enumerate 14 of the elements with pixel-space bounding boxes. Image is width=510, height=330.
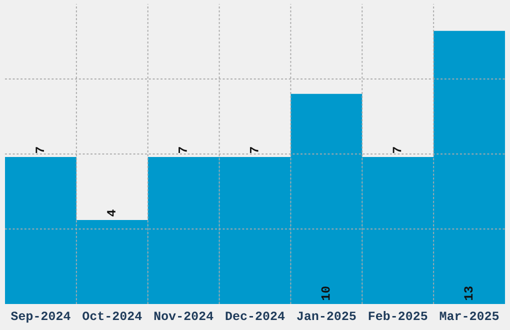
x-tick-label: Dec-2024 bbox=[226, 312, 285, 320]
x-tick-label: Oct-2024 bbox=[82, 312, 142, 320]
data-label: 10 bbox=[321, 286, 330, 300]
data-label: 7 bbox=[392, 147, 402, 153]
data-label: 7 bbox=[250, 147, 258, 153]
x-tick-label: Nov-2024 bbox=[154, 312, 214, 320]
data-label: 13 bbox=[464, 286, 473, 300]
x-tick-label: Mar-2025 bbox=[440, 312, 499, 320]
x-tick-label: Feb-2025 bbox=[368, 310, 428, 320]
data-label: 4 bbox=[107, 210, 116, 216]
x-tick-label: Sep-2024 bbox=[10, 312, 70, 323]
x-tick-label: Jan-2025 bbox=[297, 312, 356, 320]
data-label: 7 bbox=[178, 147, 187, 153]
data-label: 7 bbox=[36, 147, 44, 153]
